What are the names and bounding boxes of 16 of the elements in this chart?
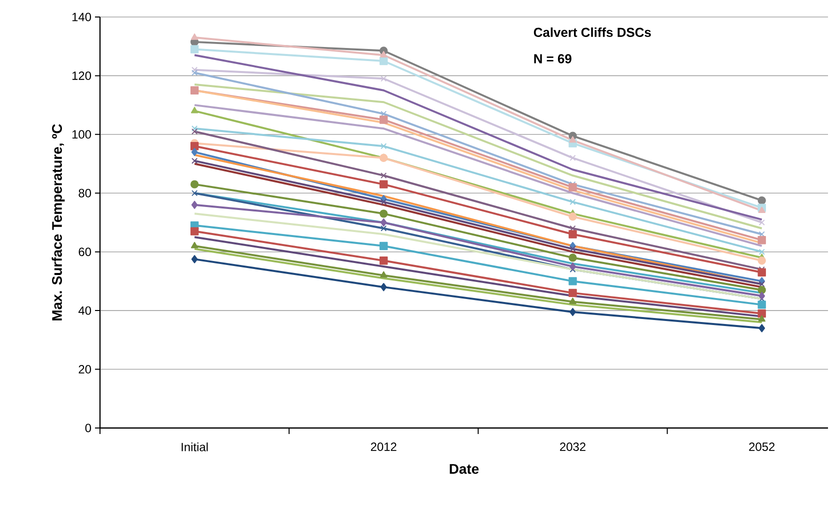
y-tick-label: 140 [72, 12, 92, 22]
y-axis-title: Max. Surface Temperature, ºC [52, 124, 65, 320]
annotation: Calvert Cliffs DSCs [534, 27, 651, 37]
y-tick-label: 0 [85, 424, 92, 432]
y-tick-label: 80 [78, 188, 92, 198]
x-tick-label: 2052 [749, 442, 775, 451]
x-axis-title: Date [450, 464, 479, 474]
y-tick-label: 60 [78, 248, 92, 256]
x-tick-label: Initial [182, 442, 208, 452]
x-tick-label: 2012 [370, 442, 396, 451]
y-tick-label: 20 [78, 365, 92, 374]
x-tick-label: 2032 [560, 442, 586, 451]
annotation: N = 69 [534, 54, 572, 64]
y-tick-label: 40 [78, 306, 92, 315]
y-tick-label: 100 [72, 130, 92, 139]
y-tick-label: 120 [72, 71, 92, 80]
